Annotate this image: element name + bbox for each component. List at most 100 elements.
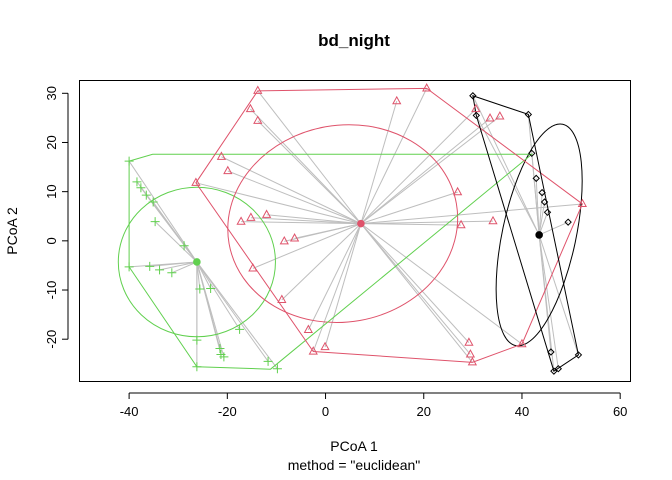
spider-line: [266, 214, 361, 225]
x-tick-label: -40: [120, 404, 139, 419]
data-point: [124, 262, 134, 272]
data-point: [206, 284, 216, 294]
spider-line: [360, 223, 523, 345]
data-point: [216, 151, 227, 160]
data-point: [272, 364, 282, 374]
spider-line: [538, 234, 559, 369]
data-point: [141, 190, 151, 200]
data-point: [132, 177, 142, 187]
y-tick-label: 10: [44, 184, 59, 198]
data-point: [574, 351, 583, 359]
spider-line: [196, 261, 241, 330]
spider-line: [171, 261, 198, 274]
data-point: [517, 338, 527, 348]
data-point: [524, 110, 533, 119]
spider-line: [281, 223, 362, 301]
spider-line: [538, 221, 569, 236]
spider-line: [257, 90, 362, 224]
spider-line: [538, 201, 546, 236]
y-tick-label: -10: [44, 281, 59, 300]
spider-line: [360, 88, 428, 224]
data-point: [192, 362, 202, 372]
data-point: [392, 95, 402, 105]
data-point: [246, 212, 256, 221]
spider-line: [241, 221, 361, 225]
spider-line: [227, 170, 362, 225]
centroid-point: [357, 219, 365, 228]
spider-line: [149, 261, 197, 267]
y-tick-label: -20: [44, 330, 59, 349]
data-point: [195, 284, 205, 294]
data-point: [148, 197, 158, 207]
y-axis-label: PCoA 2: [4, 207, 20, 255]
spider-line: [360, 223, 473, 363]
data-point: [236, 216, 246, 225]
spider-line: [535, 178, 540, 235]
data-point: [263, 356, 273, 366]
data-point: [235, 324, 245, 334]
confidence-ellipse: [227, 124, 459, 324]
spider-line: [154, 221, 198, 263]
spider-line: [360, 108, 477, 224]
data-point: [577, 198, 588, 208]
spider-line: [294, 223, 362, 239]
data-point: [223, 165, 233, 175]
data-point: [308, 346, 318, 355]
method-subtitle: method = "euclidean": [288, 457, 421, 473]
data-points: [124, 83, 588, 375]
data-point: [145, 261, 155, 271]
spider-line: [360, 101, 398, 224]
spider-line: [221, 156, 362, 225]
spider-line: [360, 223, 462, 226]
y-tick-label: 0: [44, 237, 59, 244]
x-tick-label: 60: [613, 404, 627, 419]
x-tick-label: -20: [218, 404, 237, 419]
data-point: [467, 356, 478, 366]
x-tick-label: 40: [515, 404, 529, 419]
convex-hull: [128, 153, 534, 370]
group-centroids: [193, 219, 543, 266]
spider-line: [538, 192, 543, 235]
data-point: [528, 149, 536, 158]
spider-line: [195, 182, 362, 225]
spider-line: [252, 223, 362, 269]
spider-line: [324, 223, 362, 348]
data-point: [540, 198, 549, 206]
spider-line: [538, 234, 555, 372]
axes: -40 -20 0 20 40 60 -20 -10 0 10 20 30: [44, 86, 627, 419]
data-point: [422, 83, 432, 92]
spider-line: [360, 203, 583, 225]
data-point: [191, 177, 201, 186]
spider-line: [538, 212, 548, 236]
spider-line: [250, 108, 362, 224]
data-point: [547, 348, 555, 356]
data-point: [155, 265, 165, 275]
data-point: [167, 268, 177, 278]
data-point: [543, 208, 552, 217]
spider-line: [128, 160, 198, 263]
spider-line: [360, 191, 458, 225]
data-point: [192, 335, 202, 345]
data-point: [472, 111, 481, 120]
data-point: [303, 324, 313, 333]
data-point: [488, 215, 498, 225]
data-point: [277, 294, 287, 303]
spider-line: [360, 116, 501, 225]
spider-line: [250, 217, 361, 225]
data-point: [253, 115, 263, 124]
data-point: [245, 103, 256, 113]
data-point: [538, 188, 546, 197]
data-point: [532, 174, 540, 183]
spider-line: [472, 95, 540, 236]
data-point: [464, 337, 474, 346]
data-point: [136, 183, 146, 193]
data-point: [179, 241, 189, 251]
data-point: [465, 349, 476, 358]
data-point: [215, 344, 225, 354]
data-point: [550, 367, 558, 375]
y-tick-label: 30: [44, 86, 59, 100]
x-tick-label: 20: [417, 404, 431, 419]
convex-hull: [472, 95, 579, 372]
data-point: [564, 218, 572, 226]
